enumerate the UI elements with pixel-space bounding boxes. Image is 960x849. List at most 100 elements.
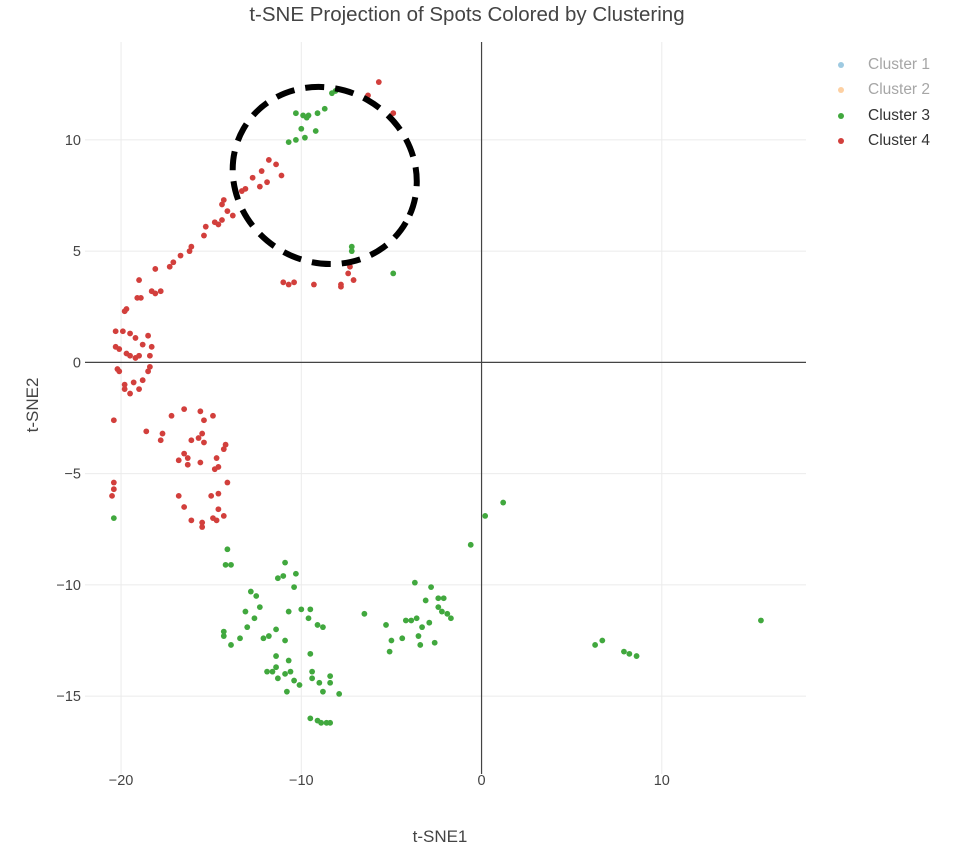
- point-cluster-4: [181, 406, 188, 413]
- point-cluster-4: [121, 308, 128, 315]
- point-cluster-3: [291, 584, 297, 591]
- point-cluster-3: [320, 688, 326, 695]
- x-axis-label: t-SNE1: [413, 827, 468, 846]
- point-cluster-3: [426, 619, 433, 626]
- point-cluster-4: [166, 263, 173, 270]
- point-cluster-4: [210, 412, 216, 419]
- point-cluster-3: [448, 615, 454, 622]
- point-cluster-3: [435, 604, 442, 611]
- legend-item-cluster-3[interactable]: Cluster 3: [838, 103, 930, 129]
- point-cluster-4: [121, 386, 128, 392]
- point-cluster-3: [383, 622, 389, 628]
- point-cluster-4: [110, 486, 117, 493]
- point-cluster-4: [213, 517, 220, 524]
- legend-marker: [838, 61, 844, 68]
- point-cluster-4: [265, 157, 272, 163]
- y-axis-label: t-SNE2: [23, 378, 42, 433]
- grid-lines: [85, 42, 806, 774]
- point-cluster-4: [338, 283, 344, 290]
- point-cluster-4: [220, 513, 227, 519]
- point-cluster-3: [390, 270, 397, 277]
- point-cluster-4: [199, 430, 206, 437]
- point-cluster-4: [127, 330, 133, 337]
- point-cluster-3: [500, 499, 507, 506]
- legend-item-cluster-1[interactable]: Cluster 1: [838, 52, 930, 78]
- point-cluster-4: [197, 408, 204, 415]
- point-cluster-4: [201, 232, 207, 239]
- point-cluster-4: [390, 110, 397, 117]
- point-cluster-4: [285, 281, 292, 288]
- legend-item-cluster-2[interactable]: Cluster 2: [838, 78, 930, 104]
- x-tick-label: −10: [289, 773, 314, 789]
- legend-marker: [838, 112, 844, 119]
- point-cluster-4: [152, 266, 159, 272]
- point-cluster-3: [386, 648, 393, 655]
- point-cluster-4: [238, 188, 245, 194]
- point-cluster-3: [320, 624, 326, 631]
- point-cluster-3: [273, 626, 279, 633]
- point-cluster-4: [199, 524, 206, 530]
- point-cluster-3: [280, 573, 287, 579]
- point-cluster-3: [291, 677, 297, 684]
- point-cluster-3: [244, 624, 251, 631]
- point-cluster-3: [321, 105, 328, 112]
- point-cluster-3: [237, 635, 243, 642]
- point-cluster-4: [202, 223, 209, 230]
- point-cluster-3: [224, 546, 231, 553]
- point-cluster-4: [188, 517, 195, 524]
- point-cluster-3: [428, 584, 434, 591]
- point-cluster-4: [116, 368, 123, 375]
- point-cluster-4: [184, 461, 191, 468]
- point-cluster-3: [592, 642, 599, 648]
- point-cluster-4: [256, 183, 263, 190]
- y-tick-label: −15: [56, 689, 81, 705]
- point-cluster-3: [633, 653, 640, 659]
- point-cluster-4: [213, 455, 220, 461]
- point-cluster-3: [399, 635, 406, 642]
- point-cluster-3: [264, 668, 270, 675]
- point-cluster-3: [285, 657, 292, 664]
- point-cluster-3: [438, 608, 445, 615]
- point-cluster-4: [184, 455, 191, 461]
- point-cluster-3: [312, 128, 319, 134]
- point-cluster-3: [309, 675, 316, 682]
- point-cluster-3: [253, 593, 260, 599]
- point-cluster-4: [188, 243, 195, 250]
- point-cluster-4: [215, 221, 222, 228]
- point-cluster-3: [621, 648, 627, 655]
- point-cluster-4: [139, 377, 146, 384]
- point-cluster-3: [282, 559, 288, 566]
- point-cluster-4: [201, 439, 207, 446]
- point-cluster-4: [181, 504, 188, 510]
- point-cluster-4: [145, 332, 151, 339]
- point-cluster-4: [197, 459, 204, 466]
- point-cluster-3: [316, 679, 323, 686]
- x-tick-label: 0: [478, 773, 486, 789]
- point-cluster-3: [327, 673, 334, 680]
- point-cluster-3: [222, 561, 229, 568]
- point-cluster-3: [242, 608, 249, 615]
- point-cluster-4: [229, 212, 236, 219]
- point-cluster-3: [260, 635, 267, 642]
- point-cluster-3: [285, 608, 292, 615]
- point-cluster-3: [626, 650, 633, 657]
- point-cluster-4: [127, 352, 133, 359]
- point-cluster-3: [417, 642, 424, 648]
- point-cluster-3: [482, 513, 489, 519]
- point-cluster-3: [292, 110, 299, 117]
- point-cluster-4: [136, 386, 142, 392]
- point-cluster-4: [215, 506, 222, 513]
- y-tick-label: 10: [65, 133, 81, 149]
- legend-label: Cluster 3: [868, 106, 931, 124]
- y-tick-label: −5: [64, 467, 81, 483]
- data-points: [109, 79, 764, 726]
- point-cluster-4: [143, 428, 150, 435]
- legend-item-cluster-4[interactable]: Cluster 4: [838, 129, 930, 155]
- point-cluster-3: [220, 633, 227, 639]
- point-cluster-3: [287, 668, 294, 675]
- point-cluster-3: [307, 715, 314, 722]
- point-cluster-4: [278, 172, 285, 179]
- point-cluster-4: [145, 368, 151, 375]
- point-cluster-4: [219, 217, 225, 223]
- point-cluster-3: [228, 561, 234, 568]
